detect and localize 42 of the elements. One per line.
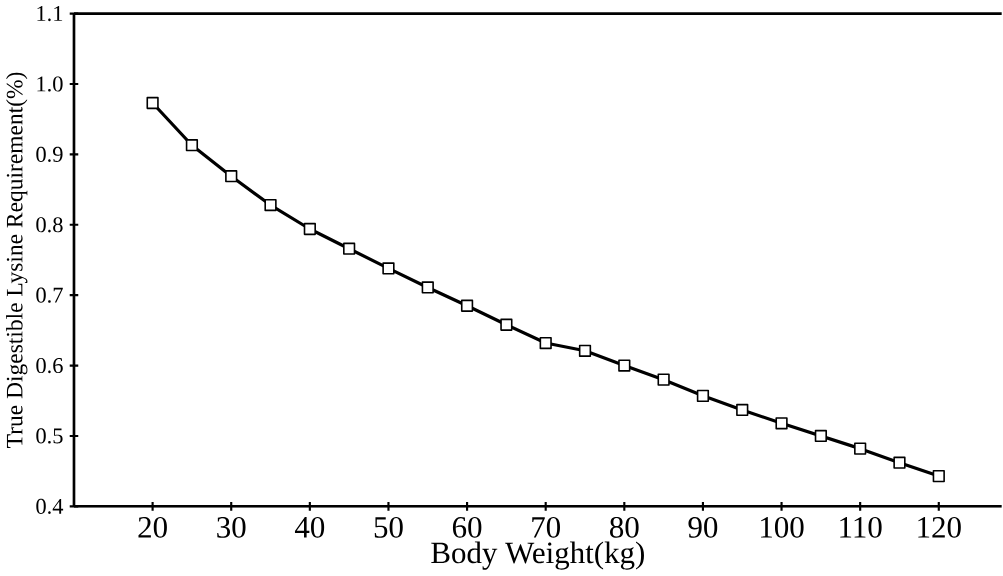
point [225, 170, 238, 183]
point [814, 429, 827, 443]
y-tick-label: 0.8 [36, 217, 63, 233]
x-tick-label: 50 [374, 517, 403, 538]
x-tick-label: 40 [294, 517, 325, 538]
y-tick-label: 0.4 [36, 498, 64, 515]
point [264, 199, 277, 212]
point [146, 96, 159, 110]
x-tick-label: 120 [918, 517, 961, 538]
point [578, 344, 592, 358]
point [539, 337, 552, 350]
point [736, 403, 749, 417]
x-tick-label: 80 [610, 517, 639, 538]
point [854, 442, 867, 455]
y-tick-label: 0.9 [36, 146, 63, 163]
point [382, 262, 395, 275]
y-tick-label: 0.6 [36, 358, 63, 374]
point [500, 318, 513, 332]
x-tick-label: 90 [688, 517, 718, 538]
x-tick-label: 30 [217, 517, 246, 538]
x-tick-label: 70 [532, 517, 560, 538]
point [696, 389, 710, 403]
y-tick-label: 0.5 [36, 428, 63, 444]
y-axis-title: True Digestible Lysine Requirement(%) [6, 72, 28, 449]
point [303, 223, 316, 236]
y-tick-label: 1.1 [37, 6, 63, 22]
point [343, 242, 356, 255]
point [185, 139, 199, 152]
x-tick-label: 20 [138, 517, 167, 538]
x-tick-label: 110 [840, 517, 882, 538]
point [775, 417, 788, 430]
point [618, 359, 631, 372]
x-tick-label: 100 [761, 517, 804, 538]
x-tick-label: 60 [452, 517, 482, 538]
y-tick-label: 1.0 [37, 76, 63, 92]
point [421, 281, 434, 294]
point [932, 470, 945, 483]
x-axis-title: Body Weight(kg) [431, 541, 644, 570]
point [460, 299, 474, 312]
y-tick-label: 0.7 [36, 287, 63, 303]
point [657, 373, 670, 386]
point [893, 456, 906, 469]
